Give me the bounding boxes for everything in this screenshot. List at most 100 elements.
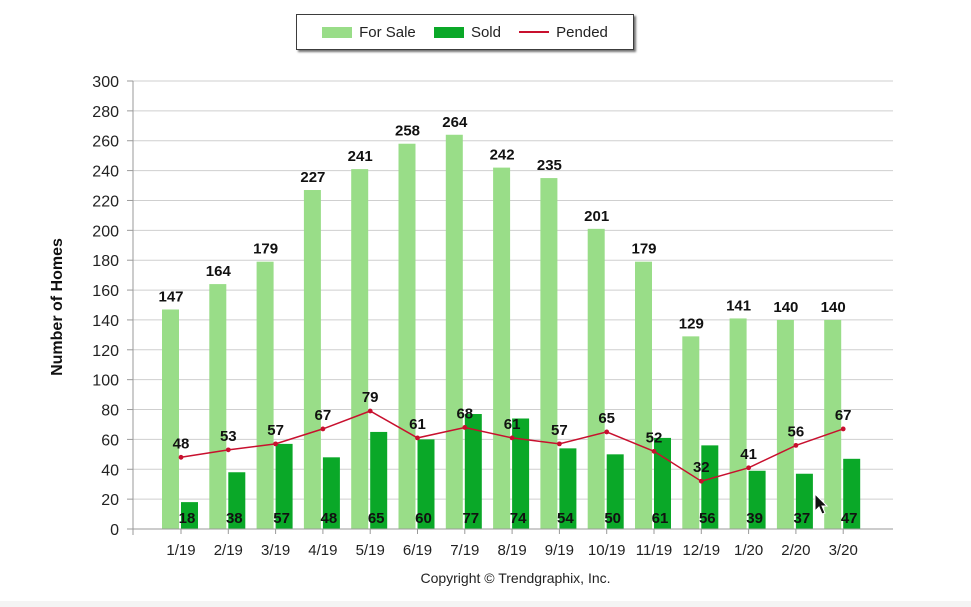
legend-label-for-sale: For Sale [359, 23, 416, 41]
data-label-pended: 48 [173, 435, 190, 452]
bar-sold [654, 437, 671, 529]
x-tick-label: 10/19 [588, 542, 626, 559]
y-tick-label: 180 [92, 253, 119, 270]
data-label-pended: 56 [788, 423, 805, 440]
data-label-sold: 54 [557, 510, 574, 527]
bar-sold [843, 458, 861, 529]
y-tick-label: 260 [92, 134, 119, 151]
bar-sold [417, 439, 435, 529]
legend-label-pended: Pended [556, 23, 608, 41]
point-pended [273, 441, 278, 447]
x-tick-label: 9/19 [545, 542, 574, 559]
bar-sold [228, 472, 246, 529]
point-pended [462, 425, 468, 430]
data-label-sold: 47 [841, 510, 858, 527]
data-label-sold: 60 [415, 510, 432, 527]
point-pended [178, 454, 184, 460]
data-label-for-sale: 179 [253, 241, 278, 258]
bar-sold [748, 470, 766, 529]
copyright-text: Copyright © Trendgraphix, Inc. [420, 570, 611, 586]
x-tick-label: 1/20 [734, 542, 763, 559]
point-pended [746, 465, 751, 471]
legend-swatch-pended [519, 31, 550, 33]
data-label-for-sale: 264 [442, 114, 468, 131]
point-pended [698, 478, 704, 484]
y-tick-label: 0 [110, 522, 119, 539]
bar-sold [606, 454, 624, 529]
x-tick-label: 12/19 [683, 542, 721, 559]
bar-for-sale [682, 336, 700, 529]
y-tick-label: 60 [101, 432, 119, 449]
bar-for-sale [162, 309, 179, 529]
data-label-sold: 74 [510, 510, 527, 527]
data-label-pended: 65 [598, 410, 615, 427]
legend-item-for-sale: For Sale [322, 24, 416, 41]
point-pended [793, 442, 799, 448]
y-tick-label: 80 [101, 403, 119, 420]
data-label-pended: 57 [267, 422, 284, 439]
legend-swatch-sold [433, 26, 464, 38]
data-label-for-sale: 140 [821, 299, 846, 316]
point-pended [651, 448, 657, 454]
y-tick-label: 240 [92, 164, 119, 181]
legend: For Sale Sold Pended [296, 14, 634, 50]
bar-for-sale [635, 261, 652, 529]
bar-for-sale [493, 167, 511, 529]
bar-for-sale [587, 228, 605, 529]
data-label-for-sale: 258 [395, 123, 420, 140]
data-label-for-sale: 242 [490, 147, 515, 164]
bar-sold [181, 502, 198, 529]
data-label-pended: 79 [362, 389, 379, 406]
data-label-for-sale: 235 [537, 157, 562, 174]
data-label-pended: 61 [504, 416, 521, 433]
x-tick-label: 3/20 [829, 542, 858, 559]
x-tick-label: 5/19 [356, 542, 385, 559]
x-tick-label: 7/19 [450, 542, 479, 559]
x-tick-label: 3/19 [261, 542, 290, 559]
data-label-sold: 37 [794, 510, 811, 527]
point-pended [320, 426, 326, 432]
legend-swatch-for-sale [322, 26, 353, 38]
data-label-pended: 67 [315, 407, 332, 424]
data-label-pended: 53 [220, 428, 237, 445]
data-label-for-sale: 227 [300, 169, 325, 186]
legend-label-sold: Sold [470, 23, 501, 41]
y-tick-label: 140 [92, 313, 119, 330]
point-pended [367, 408, 373, 414]
data-label-sold: 39 [746, 510, 763, 527]
data-label-for-sale: 179 [631, 241, 656, 258]
bar-for-sale [729, 318, 747, 529]
bar-sold [701, 445, 719, 529]
x-tick-label: 11/19 [636, 542, 672, 559]
y-tick-label: 160 [92, 283, 119, 300]
data-label-for-sale: 147 [158, 288, 183, 305]
y-tick-label: 20 [101, 492, 119, 509]
bar-sold [559, 448, 577, 529]
bar-for-sale [303, 190, 321, 529]
data-label-for-sale: 141 [726, 297, 751, 314]
data-label-pended: 52 [646, 429, 663, 446]
bar-for-sale [824, 319, 842, 529]
bar-for-sale [445, 134, 463, 529]
legend-item-sold: Sold [433, 23, 501, 41]
point-pended [557, 441, 562, 447]
bar-sold [322, 457, 340, 529]
data-label-sold: 50 [604, 510, 621, 527]
data-label-pended: 57 [551, 422, 568, 439]
data-label-sold: 61 [652, 510, 669, 527]
data-label-sold: 48 [321, 510, 338, 527]
bar-sold [795, 473, 813, 529]
data-label-sold: 38 [226, 510, 243, 527]
bar-sold [370, 431, 388, 529]
data-label-for-sale: 241 [348, 148, 373, 165]
bar-for-sale [776, 319, 794, 529]
x-tick-label: 2/19 [214, 542, 243, 559]
bar-for-sale [540, 178, 558, 530]
data-label-sold: 77 [462, 510, 479, 527]
data-label-pended: 61 [409, 416, 426, 433]
point-pended [225, 447, 231, 453]
y-tick-label: 220 [92, 193, 119, 210]
x-tick-label: 1/19 [166, 542, 195, 559]
